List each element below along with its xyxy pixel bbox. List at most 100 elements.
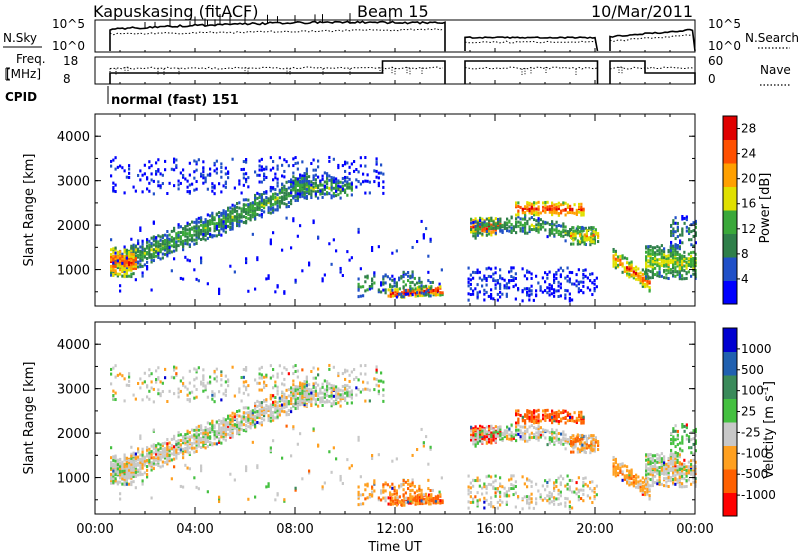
- velocity-cell: [557, 419, 560, 423]
- power-cell: [660, 255, 663, 259]
- power-cell: [146, 257, 149, 261]
- power-cell: [535, 227, 538, 231]
- power-cell: [672, 221, 675, 225]
- power-cell: [245, 198, 248, 202]
- velocity-cell: [157, 377, 160, 381]
- velocity-cell: [245, 416, 248, 420]
- velocity-cell: [553, 414, 556, 418]
- velocity-cell: [152, 443, 155, 447]
- velocity-cell: [591, 443, 594, 447]
- velocity-cell: [119, 372, 122, 376]
- power-cell: [247, 198, 250, 202]
- power-cell: [530, 228, 533, 232]
- power-cell: [263, 174, 266, 178]
- velocity-cell: [330, 394, 333, 398]
- power-cell: [132, 260, 135, 264]
- velocity-cell: [182, 456, 185, 460]
- velocity-cell: [303, 402, 306, 406]
- power-cell: [137, 255, 140, 259]
- power-cell: [137, 239, 140, 243]
- power-cell: [350, 182, 353, 186]
- power-cell: [380, 171, 383, 175]
- power-cell: [123, 264, 126, 268]
- power-cell: [229, 218, 232, 222]
- power-cell: [672, 253, 675, 257]
- power-cell: [112, 257, 115, 261]
- velocity-cell: [209, 442, 212, 446]
- velocity-cell: [344, 396, 347, 400]
- power-cell: [132, 249, 135, 253]
- velocity-cell: [281, 390, 284, 394]
- power-cell: [132, 262, 135, 266]
- velocity-cell: [184, 446, 187, 450]
- velocity-cell: [386, 483, 389, 487]
- velocity-cell: [182, 485, 185, 489]
- velocity-cell: [121, 466, 124, 470]
- power-cell: [382, 288, 385, 292]
- power-cell: [128, 256, 131, 260]
- velocity-cell: [233, 478, 236, 482]
- velocity-cell: [557, 412, 560, 416]
- power-cell: [287, 180, 290, 184]
- power-cell: [692, 262, 695, 266]
- power-cell: [438, 282, 441, 286]
- velocity-cell: [137, 381, 140, 385]
- velocity-cell: [193, 446, 196, 450]
- velocity-cell: [409, 482, 412, 486]
- power-cell: [568, 292, 571, 296]
- power-cell: [182, 248, 185, 252]
- power-cell: [335, 194, 338, 198]
- velocity-cell: [593, 443, 596, 447]
- power-cell: [152, 255, 155, 259]
- power-cell: [555, 289, 558, 293]
- power-cell: [656, 262, 659, 266]
- power-cell: [641, 268, 644, 272]
- velocity-cell: [224, 426, 227, 430]
- power-cell: [646, 282, 649, 286]
- velocity-cell: [123, 483, 126, 487]
- velocity-cell: [317, 367, 320, 371]
- velocity-cell: [112, 474, 115, 478]
- power-cell: [128, 260, 131, 264]
- power-cell: [220, 222, 223, 226]
- velocity-cell: [206, 435, 209, 439]
- power-cell: [564, 201, 567, 205]
- power-cell: [678, 247, 681, 251]
- power-cell: [508, 225, 511, 229]
- velocity-cell: [240, 415, 243, 419]
- power-cell: [584, 243, 587, 247]
- power-cell: [485, 277, 488, 281]
- velocity-cell: [497, 428, 500, 432]
- velocity-cell: [310, 397, 313, 401]
- velocity-cell: [121, 463, 124, 467]
- power-cell: [628, 261, 631, 265]
- velocity-cell: [193, 384, 196, 388]
- velocity-cell: [519, 429, 522, 433]
- velocity-cell: [328, 367, 331, 371]
- velocity-cell: [395, 491, 398, 495]
- power-cell: [612, 249, 615, 253]
- velocity-cell: [312, 427, 315, 431]
- power-cell: [290, 189, 293, 193]
- power-cell: [548, 231, 551, 235]
- power-cell: [687, 270, 690, 274]
- power-cell: [499, 268, 502, 272]
- power-cell: [263, 190, 266, 194]
- power-cell: [301, 160, 304, 164]
- power-cell: [211, 189, 214, 193]
- velocity-cell: [247, 412, 250, 416]
- power-cell: [416, 288, 419, 292]
- power-cell: [314, 184, 317, 188]
- power-cell: [612, 247, 615, 251]
- power-cell: [366, 276, 369, 280]
- power-cell: [249, 206, 252, 210]
- velocity-cell: [519, 413, 522, 417]
- power-cell: [258, 192, 261, 196]
- velocity-cell: [114, 471, 117, 475]
- power-cell: [287, 194, 290, 198]
- power-cell: [658, 251, 661, 255]
- velocity-cell: [425, 492, 428, 496]
- velocity-cell: [350, 401, 353, 405]
- power-cell: [233, 204, 236, 208]
- power-cell: [168, 241, 171, 245]
